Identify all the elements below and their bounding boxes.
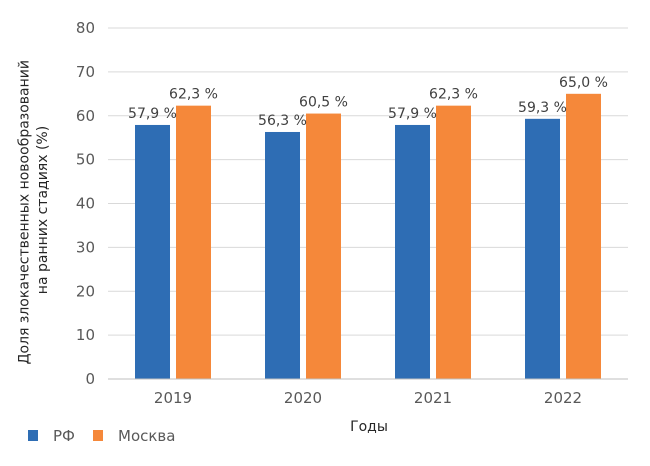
x-tick-label-2021: 2021 xyxy=(414,389,452,407)
y-axis-title-line-1: Доля злокачественных новообразований xyxy=(16,60,32,364)
bar-moscow-2019 xyxy=(176,105,211,379)
data-label-rf-2021: 57,9 % xyxy=(388,106,437,122)
bar-moscow-2022 xyxy=(566,93,601,379)
y-tick-label-20: 20 xyxy=(76,282,95,300)
y-tick-label-10: 10 xyxy=(76,326,95,344)
y-tick-label-50: 50 xyxy=(76,151,95,169)
bar-moscow-2021 xyxy=(436,105,471,379)
y-tick-label-60: 60 xyxy=(76,107,95,125)
y-tick-label-0: 0 xyxy=(85,370,95,388)
data-label-rf-2019: 57,9 % xyxy=(128,106,177,122)
legend-label-rf: РФ xyxy=(53,427,75,445)
x-axis-ticks: 2019 2020 2021 2022 xyxy=(154,389,582,407)
bar-rf-2019 xyxy=(135,124,170,380)
bars xyxy=(135,93,601,380)
y-tick-label-40: 40 xyxy=(76,195,95,213)
legend-swatch-rf xyxy=(28,430,38,441)
y-tick-label-70: 70 xyxy=(76,63,95,81)
data-label-moscow-2021: 62,3 % xyxy=(429,87,478,103)
data-label-rf-2020: 56,3 % xyxy=(258,113,307,129)
x-tick-label-2022: 2022 xyxy=(544,389,582,407)
bar-moscow-2020 xyxy=(306,113,341,380)
y-axis-title-line-2: на ранних стадиях (%) xyxy=(35,126,51,294)
data-labels: 57,9 % 62,3 % 56,3 % 60,5 % 57,9 % 62,3 % 59,3… xyxy=(128,75,608,129)
legend: РФ Москва xyxy=(28,427,175,445)
x-axis-title: Годы xyxy=(350,419,388,435)
y-tick-label-30: 30 xyxy=(76,238,95,256)
legend-label-moscow: Москва xyxy=(118,427,175,445)
y-axis-ticks: 0 10 20 30 40 50 60 70 80 xyxy=(76,19,95,388)
bar-rf-2022 xyxy=(525,118,560,379)
data-label-moscow-2019: 62,3 % xyxy=(169,87,218,103)
x-tick-label-2019: 2019 xyxy=(154,389,192,407)
x-tick-label-2020: 2020 xyxy=(284,389,322,407)
bar-rf-2020 xyxy=(265,131,300,379)
bar-rf-2021 xyxy=(395,124,430,380)
legend-swatch-moscow xyxy=(93,430,103,441)
y-axis-title: Доля злокачественных новообразований на … xyxy=(16,56,51,365)
y-tick-label-80: 80 xyxy=(76,19,95,37)
data-label-moscow-2020: 60,5 % xyxy=(299,95,348,111)
data-label-rf-2022: 59,3 % xyxy=(518,100,567,116)
data-label-moscow-2022: 65,0 % xyxy=(559,75,608,91)
